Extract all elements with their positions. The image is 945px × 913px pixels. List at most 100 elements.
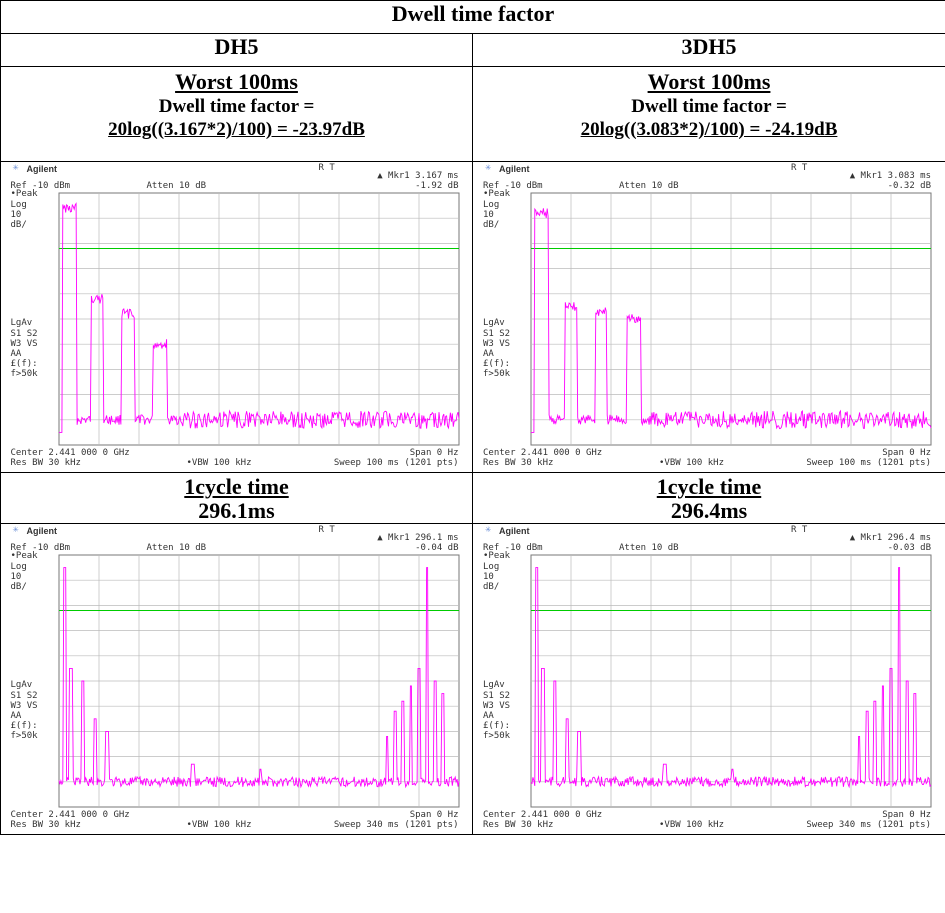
left-annotation: dB/ bbox=[483, 220, 500, 230]
spectrum-trace bbox=[531, 207, 932, 433]
analyzer-screenshot: ✳ Agilent R T ▲ Mkr1 3.083 ms -0.32 dB Ref -1… bbox=[479, 162, 939, 472]
center-frequency: Center 2.441 000 0 GHz bbox=[483, 448, 603, 458]
marker-readout: ▲ Mkr1 296.1 ms bbox=[377, 533, 459, 543]
brand-label: Agilent bbox=[26, 164, 58, 174]
marker-readout: ▲ Mkr1 3.083 ms bbox=[849, 171, 931, 181]
analyzer-screenshot: ✳ Agilent R T ▲ Mkr1 3.167 ms -1.92 dB Ref -1… bbox=[6, 162, 467, 472]
left-annotation: f>50k bbox=[483, 369, 511, 379]
video-bandwidth: •VBW 100 kHz bbox=[659, 820, 725, 830]
reference-level: Ref -10 dBm bbox=[483, 543, 543, 553]
plot-cell-dh5-cycle: ✳ Agilent R T ▲ Mkr1 296.1 ms -0.04 dB Ref -1… bbox=[0, 523, 473, 835]
left-annotation: dB/ bbox=[483, 582, 500, 592]
table-title: Dwell time factor bbox=[0, 0, 945, 34]
sweep-time: Sweep 100 ms (1201 pts) bbox=[333, 458, 459, 468]
left-annotation: AA bbox=[10, 711, 22, 721]
marker-readout: ▲ Mkr1 3.167 ms bbox=[377, 171, 459, 181]
attenuation: Atten 10 dB bbox=[146, 543, 207, 553]
reference-level: Ref -10 dBm bbox=[10, 543, 71, 553]
left-annotation: •Peak bbox=[10, 189, 38, 199]
rt-indicator: R T bbox=[791, 525, 808, 535]
left-annotation: •Peak bbox=[483, 551, 511, 561]
left-annotation: LgAv bbox=[483, 318, 505, 328]
left-annotation: 10 bbox=[10, 210, 22, 220]
agilent-logo-icon: ✳ bbox=[485, 524, 492, 535]
worst-100ms-cell-3dh5: Worst 100ms Dwell time factor = 20log((3… bbox=[471, 66, 945, 162]
analyzer-screenshot: ✳ Agilent R T ▲ Mkr1 296.4 ms -0.03 dB Ref -1… bbox=[479, 524, 939, 834]
worst-heading: Worst 100ms bbox=[647, 69, 771, 94]
video-bandwidth: •VBW 100 kHz bbox=[186, 820, 252, 830]
sweep-time: Sweep 100 ms (1201 pts) bbox=[806, 458, 931, 468]
left-annotation: W3 VS bbox=[10, 339, 38, 349]
left-annotation: 10 bbox=[10, 572, 22, 582]
left-annotation: S1 S2 bbox=[10, 329, 38, 339]
left-annotation: S1 S2 bbox=[10, 691, 38, 701]
video-bandwidth: •VBW 100 kHz bbox=[186, 458, 252, 468]
marker-readout: ▲ Mkr1 296.4 ms bbox=[849, 533, 931, 543]
spectrum-trace bbox=[58, 202, 459, 433]
sweep-time: Sweep 340 ms (1201 pts) bbox=[333, 820, 459, 830]
left-annotation: S1 S2 bbox=[483, 329, 511, 339]
reference-level: Ref -10 dBm bbox=[483, 181, 543, 191]
plot-cell-3dh5-worst: ✳ Agilent R T ▲ Mkr1 3.083 ms -0.32 dB Ref -1… bbox=[471, 161, 945, 473]
left-annotation: W3 VS bbox=[483, 701, 511, 711]
span: Span 0 Hz bbox=[409, 810, 459, 820]
left-annotation: •Peak bbox=[10, 551, 38, 561]
cycle-value: 296.4ms bbox=[670, 498, 748, 523]
left-annotation: LgAv bbox=[10, 318, 33, 328]
left-annotation: S1 S2 bbox=[483, 691, 511, 701]
resolution-bandwidth: Res BW 30 kHz bbox=[10, 458, 81, 468]
spectrum-graticule bbox=[58, 554, 459, 808]
spectrum-graticule bbox=[530, 554, 932, 808]
cycle-heading: 1cycle time bbox=[656, 474, 762, 499]
span: Span 0 Hz bbox=[882, 448, 931, 458]
left-annotation: W3 VS bbox=[483, 339, 511, 349]
center-frequency: Center 2.441 000 0 GHz bbox=[10, 810, 130, 820]
worst-100ms-cell-dh5: Worst 100ms Dwell time factor = 20log((3… bbox=[0, 66, 473, 162]
plot-cell-3dh5-cycle: ✳ Agilent R T ▲ Mkr1 296.4 ms -0.03 dB Ref -1… bbox=[471, 523, 945, 835]
cycle-heading: 1cycle time bbox=[184, 474, 289, 499]
brand-label: Agilent bbox=[499, 526, 530, 536]
cycle-time-cell-dh5: 1cycle time 296.1ms bbox=[0, 472, 473, 524]
plot-cell-dh5-worst: ✳ Agilent R T ▲ Mkr1 3.167 ms -1.92 dB Ref -1… bbox=[0, 161, 473, 473]
rt-indicator: R T bbox=[791, 163, 808, 173]
agilent-logo-icon: ✳ bbox=[12, 524, 19, 535]
column-header-3dh5: 3DH5 bbox=[471, 33, 945, 67]
left-annotation: W3 VS bbox=[10, 701, 38, 711]
resolution-bandwidth: Res BW 30 kHz bbox=[10, 820, 81, 830]
left-annotation: Log bbox=[483, 562, 500, 572]
left-annotation: 10 bbox=[483, 210, 494, 220]
rt-indicator: R T bbox=[318, 163, 335, 173]
marker-delta-db: -0.04 dB bbox=[415, 543, 459, 553]
left-annotation: LgAv bbox=[10, 680, 33, 690]
attenuation: Atten 10 dB bbox=[619, 181, 679, 191]
left-annotation: £(f): bbox=[10, 359, 38, 369]
span: Span 0 Hz bbox=[409, 448, 459, 458]
left-annotation: f>50k bbox=[10, 731, 38, 741]
center-frequency: Center 2.441 000 0 GHz bbox=[483, 810, 603, 820]
column-header-dh5: DH5 bbox=[0, 33, 473, 67]
agilent-logo-icon: ✳ bbox=[485, 162, 492, 173]
left-annotation: Log bbox=[483, 200, 500, 210]
left-annotation: •Peak bbox=[483, 189, 511, 199]
left-annotation: LgAv bbox=[483, 680, 505, 690]
marker-delta-db: -0.03 dB bbox=[887, 543, 931, 553]
center-frequency: Center 2.441 000 0 GHz bbox=[10, 448, 130, 458]
cycle-time-cell-3dh5: 1cycle time 296.4ms bbox=[471, 472, 945, 524]
left-annotation: AA bbox=[10, 349, 22, 359]
dwell-factor-formula: 20log((3.167*2)/100) = -23.97dB bbox=[108, 119, 365, 140]
left-annotation: £(f): bbox=[483, 359, 511, 369]
analyzer-screenshot: ✳ Agilent R T ▲ Mkr1 296.1 ms -0.04 dB Ref -1… bbox=[6, 524, 467, 834]
left-annotation: Log bbox=[10, 200, 27, 210]
spectrum-graticule bbox=[530, 192, 932, 446]
spectrum-trace bbox=[530, 567, 932, 789]
left-annotation: AA bbox=[483, 349, 494, 359]
spectrum-trace bbox=[58, 567, 459, 789]
attenuation: Atten 10 dB bbox=[146, 181, 207, 191]
left-annotation: Log bbox=[10, 562, 27, 572]
reference-level: Ref -10 dBm bbox=[10, 181, 71, 191]
left-annotation: £(f): bbox=[10, 721, 38, 731]
spectrum-graticule bbox=[58, 192, 459, 446]
attenuation: Atten 10 dB bbox=[619, 543, 679, 553]
brand-label: Agilent bbox=[499, 164, 530, 174]
brand-label: Agilent bbox=[26, 526, 58, 536]
